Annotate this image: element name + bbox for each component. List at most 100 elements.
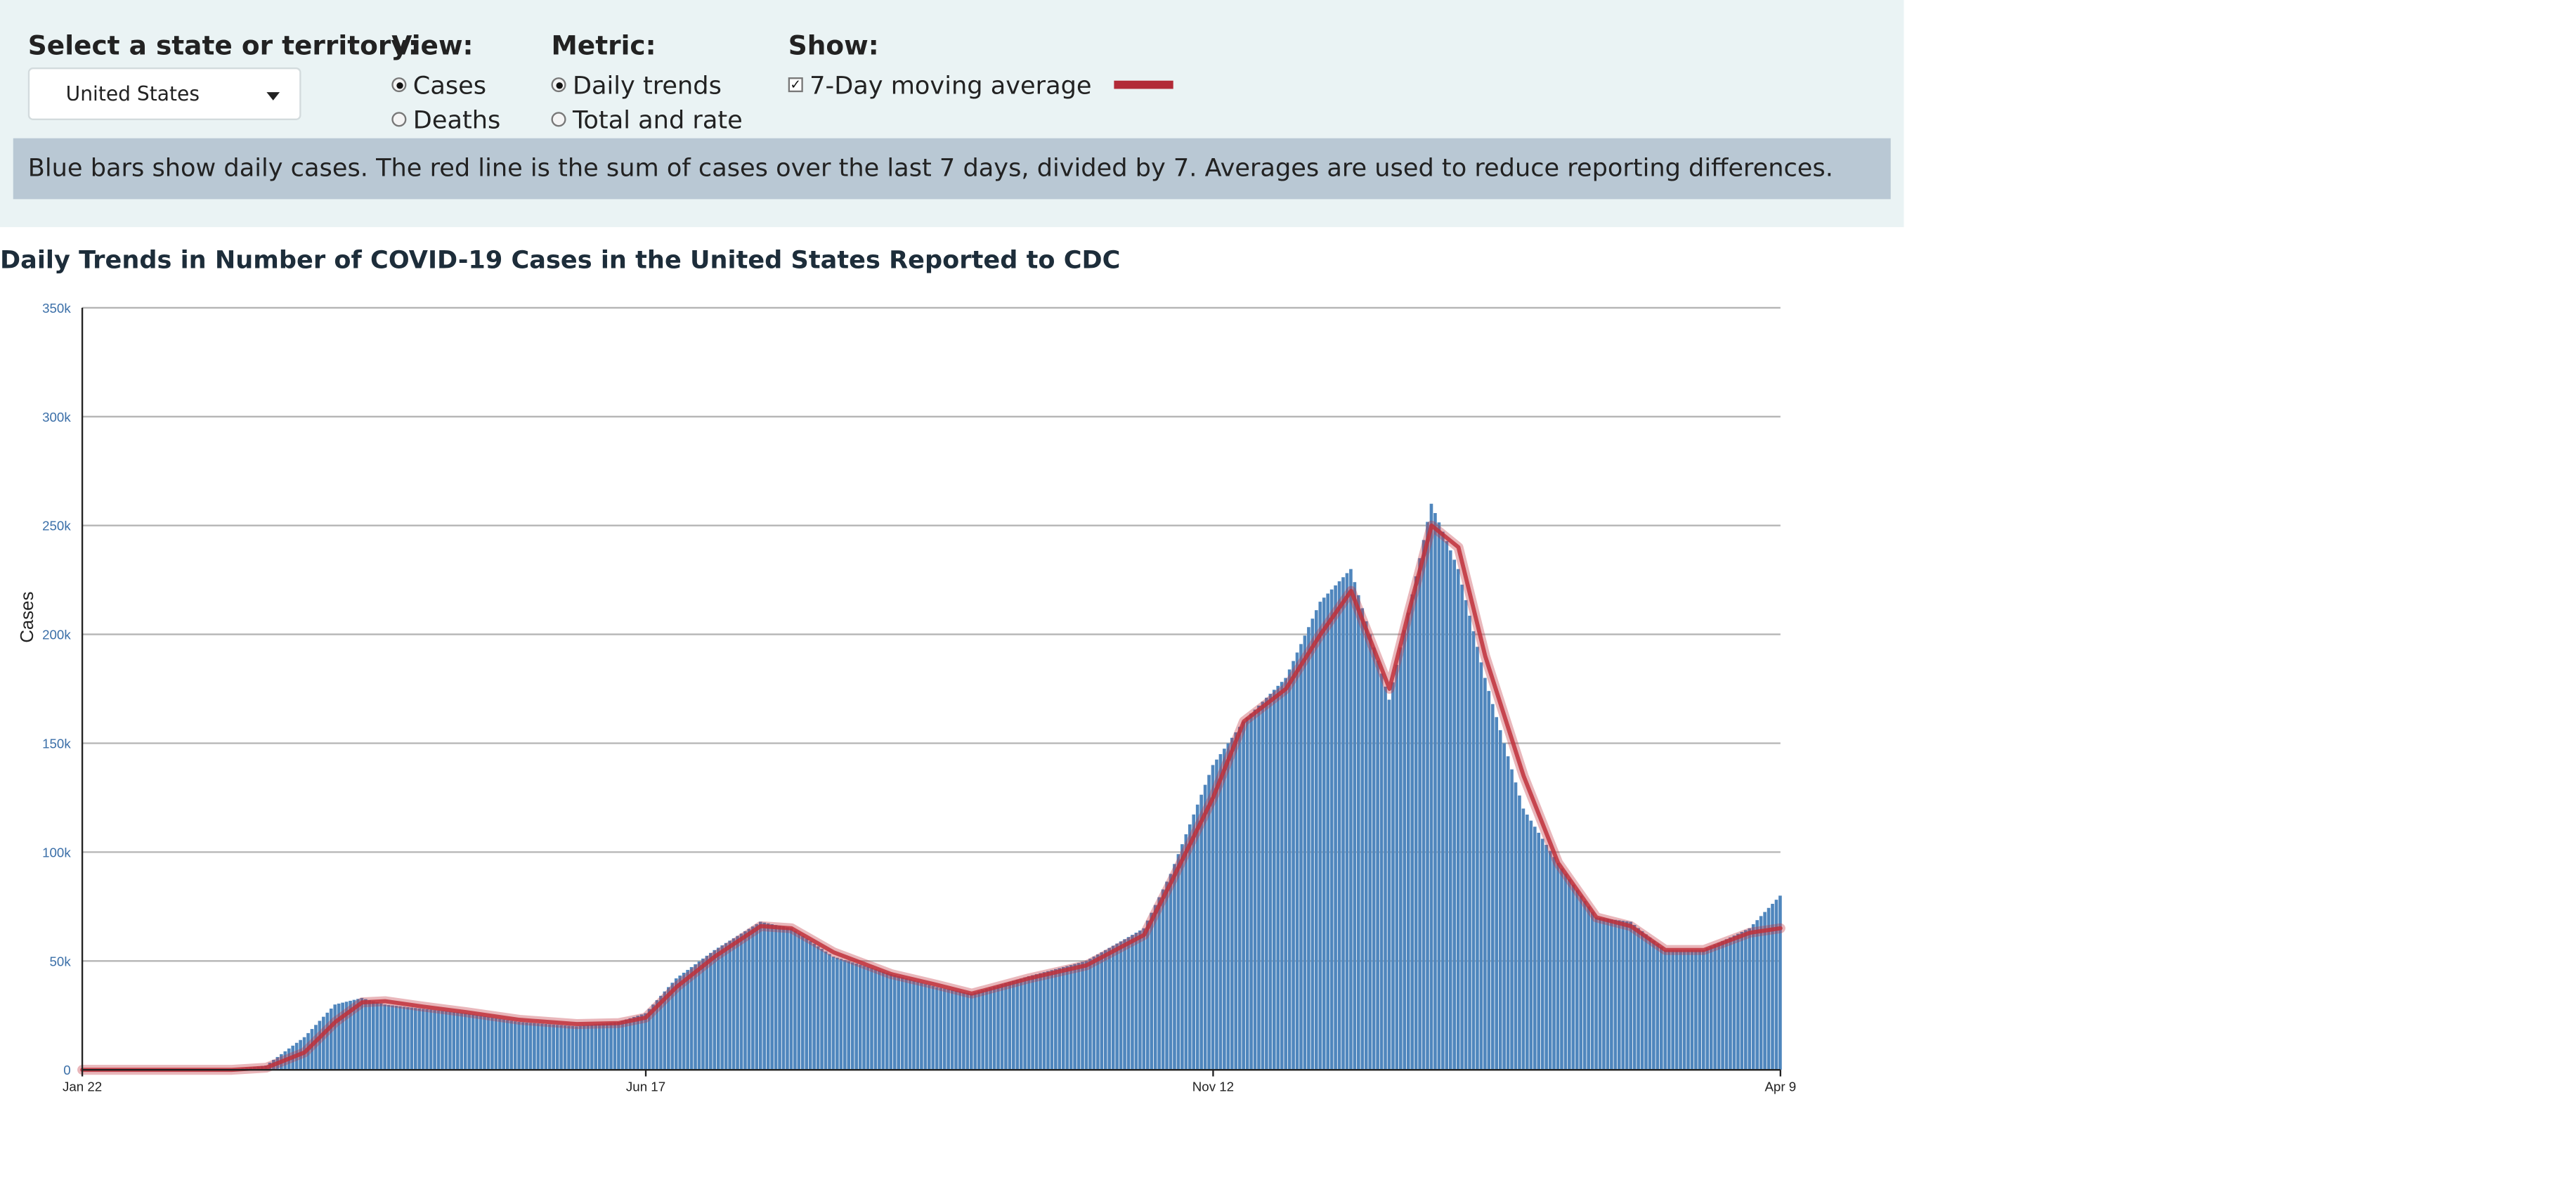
daily-case-bar xyxy=(337,1003,341,1070)
daily-case-bar xyxy=(413,1008,417,1070)
checkbox-moving-average[interactable]: ✓ xyxy=(788,77,803,93)
daily-case-bar xyxy=(697,961,701,1070)
daily-case-bar xyxy=(1218,753,1223,1070)
metric-option-total[interactable]: Total and rate xyxy=(551,102,743,136)
daily-case-bar xyxy=(1310,618,1315,1070)
daily-case-bar xyxy=(1096,954,1100,1070)
daily-case-bar xyxy=(1345,573,1349,1070)
daily-case-bar xyxy=(441,1011,444,1070)
daily-case-bar xyxy=(1138,930,1142,1070)
daily-case-bar xyxy=(1265,697,1268,1070)
daily-case-bar xyxy=(965,992,970,1070)
daily-case-bar xyxy=(1126,937,1131,1070)
daily-case-bar xyxy=(552,1024,556,1070)
daily-case-bar xyxy=(521,1022,525,1070)
daily-case-bar xyxy=(651,1004,655,1070)
daily-case-bar xyxy=(1176,854,1180,1070)
daily-case-bar xyxy=(1437,522,1441,1070)
daily-case-bar xyxy=(1694,950,1698,1070)
daily-case-bar xyxy=(908,979,912,1070)
moving-average-legend-swatch xyxy=(1114,80,1174,89)
daily-case-bar xyxy=(1629,921,1632,1070)
daily-case-bar xyxy=(850,962,854,1070)
radio-cases[interactable] xyxy=(391,77,407,93)
daily-case-bar xyxy=(1042,972,1046,1070)
daily-case-bar xyxy=(1322,597,1326,1070)
daily-case-bar xyxy=(448,1011,452,1070)
daily-case-bar xyxy=(1487,691,1491,1070)
daily-case-bar xyxy=(1119,941,1123,1070)
daily-case-bar xyxy=(655,1000,659,1070)
daily-case-bar xyxy=(789,928,793,1070)
daily-case-bar xyxy=(820,949,824,1070)
daily-case-bar xyxy=(1188,824,1192,1070)
daily-case-bar xyxy=(1617,920,1621,1070)
daily-case-bar xyxy=(1287,669,1292,1070)
daily-case-bar xyxy=(498,1018,502,1070)
daily-case-bar xyxy=(1759,916,1763,1070)
y-tick-label: 150k xyxy=(42,737,71,751)
daily-case-bar xyxy=(731,938,736,1070)
daily-case-bar xyxy=(977,991,981,1070)
daily-case-bar xyxy=(1203,784,1207,1070)
daily-case-bar xyxy=(1671,950,1674,1070)
radio-total-and-rate[interactable] xyxy=(551,112,566,127)
daily-case-bar xyxy=(816,946,820,1070)
show-option-moving-average[interactable]: ✓ 7-Day moving average xyxy=(788,67,1174,102)
x-axis-ticks: Jan 22 Jun 17 Nov 12 Apr 9 xyxy=(63,1070,1796,1094)
daily-case-bar xyxy=(394,1006,398,1070)
daily-case-bar xyxy=(325,1012,330,1070)
daily-case-bar xyxy=(644,1013,647,1070)
daily-case-bar xyxy=(805,938,809,1070)
daily-case-bar xyxy=(1560,868,1563,1070)
daily-case-bar xyxy=(1395,664,1399,1070)
daily-case-bar xyxy=(1184,834,1188,1070)
daily-case-bar xyxy=(935,987,939,1070)
daily-case-bar xyxy=(797,933,801,1070)
daily-case-bar xyxy=(942,988,947,1070)
daily-case-bar xyxy=(1226,743,1230,1070)
daily-case-bar xyxy=(1667,950,1671,1070)
radio-deaths[interactable] xyxy=(391,112,407,127)
daily-case-bar xyxy=(873,969,878,1070)
view-option-deaths[interactable]: Deaths xyxy=(391,102,500,136)
daily-case-bar xyxy=(494,1018,498,1070)
daily-case-bar xyxy=(1111,945,1115,1070)
daily-case-bar xyxy=(831,957,835,1070)
daily-case-bar xyxy=(563,1025,567,1070)
cases-chart: 0 50k 100k 150k 200k 250k 300k 350k Jan 22 Jun 1… xyxy=(18,301,1796,1094)
daily-case-bar xyxy=(889,973,893,1070)
daily-case-bar xyxy=(1526,815,1529,1070)
daily-case-bar xyxy=(352,999,356,1070)
radio-daily-trends[interactable] xyxy=(551,77,566,93)
daily-case-bar xyxy=(605,1023,609,1070)
view-option-deaths-label: Deaths xyxy=(412,104,501,134)
daily-case-bar xyxy=(701,958,705,1070)
daily-case-bar xyxy=(1368,634,1372,1070)
y-tick-label: 100k xyxy=(42,845,71,860)
daily-case-bar xyxy=(444,1011,448,1070)
daily-case-bar xyxy=(1069,965,1073,1070)
metric-option-daily[interactable]: Daily trends xyxy=(551,67,743,102)
daily-case-bar xyxy=(939,987,943,1070)
daily-case-bar xyxy=(1732,935,1736,1070)
view-option-cases[interactable]: Cases xyxy=(391,67,500,102)
daily-case-bar xyxy=(747,928,751,1070)
daily-case-bar xyxy=(559,1025,563,1070)
daily-case-bar xyxy=(1652,940,1655,1070)
daily-case-bar xyxy=(505,1020,509,1070)
view-label: View: xyxy=(391,30,474,61)
daily-case-bar xyxy=(897,976,900,1070)
daily-case-bar xyxy=(958,991,962,1070)
daily-case-bar xyxy=(1123,939,1126,1070)
daily-case-bar xyxy=(1073,964,1076,1070)
daily-case-bar xyxy=(1460,584,1464,1070)
daily-case-bar xyxy=(613,1022,617,1070)
daily-case-bar xyxy=(1655,943,1660,1070)
daily-case-bar xyxy=(1015,979,1020,1070)
state-dropdown[interactable]: United States xyxy=(27,67,301,120)
daily-case-bar xyxy=(575,1026,578,1070)
info-banner: Blue bars show daily cases. The red line… xyxy=(13,138,1891,200)
daily-case-bar xyxy=(981,990,985,1070)
daily-case-bar xyxy=(1131,935,1134,1070)
